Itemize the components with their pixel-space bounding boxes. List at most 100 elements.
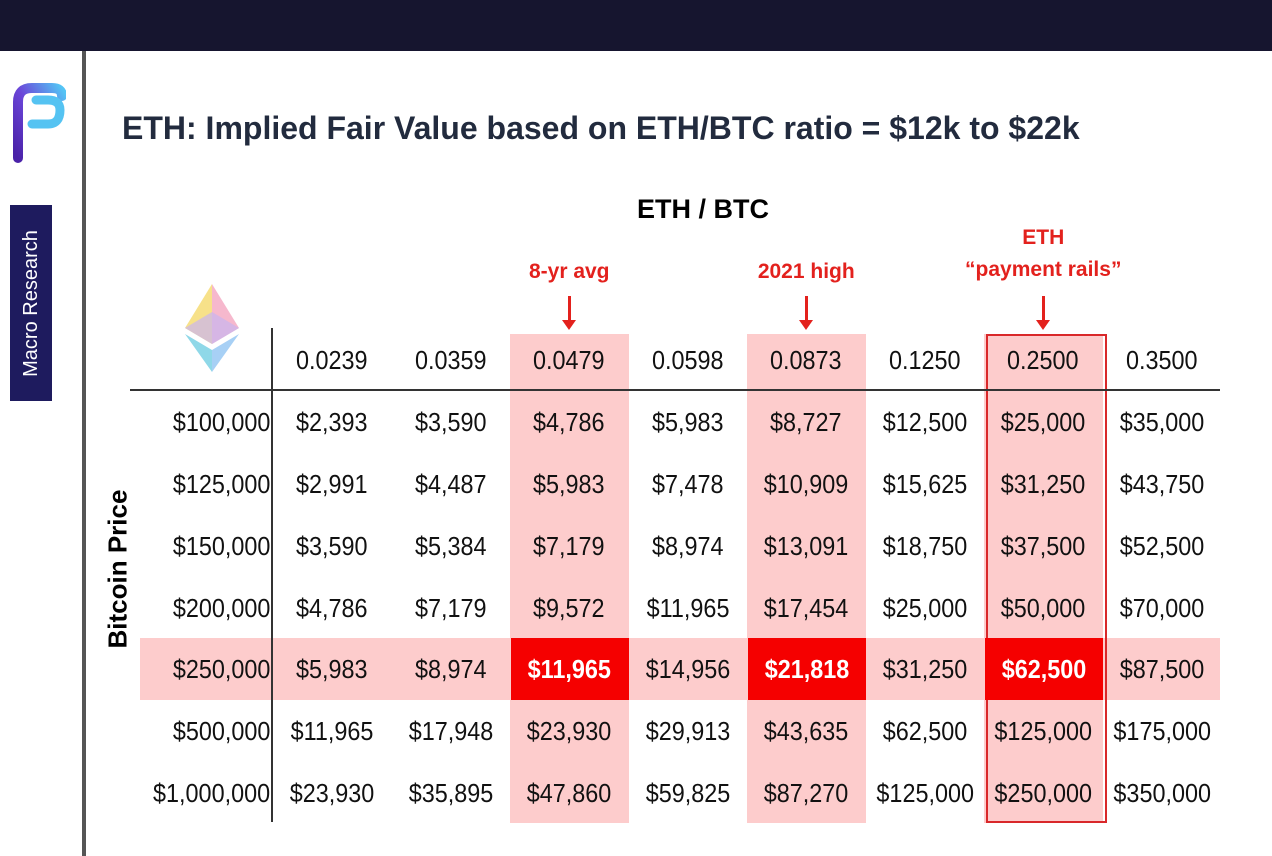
table-cell: $23,930 [273, 762, 392, 824]
row-axis-title: Bitcoin Price [102, 489, 133, 649]
column-header-label: 0.1250 [888, 345, 961, 375]
table-cell: $43,750 [1103, 453, 1222, 515]
table-cell: $35,895 [392, 762, 511, 824]
cell-value: $35,895 [408, 778, 494, 808]
table-cell: $2,393 [273, 391, 392, 453]
cell-value: $4,487 [414, 469, 487, 499]
cell-value: $350,000 [1112, 778, 1211, 808]
table-cell: $50,000 [984, 577, 1103, 639]
top-bar [0, 0, 1272, 51]
cell-value: $47,860 [526, 778, 612, 808]
down-arrow-icon [561, 296, 576, 330]
cell-value: $8,727 [770, 407, 843, 437]
table-cell: $29,913 [629, 700, 748, 762]
table-cell: $3,590 [392, 391, 511, 453]
cell-value: $7,179 [414, 593, 487, 623]
page-title: ETH: Implied Fair Value based on ETH/BTC… [122, 110, 1080, 146]
table-cell: $7,179 [510, 515, 629, 577]
annotation-label: ETH “payment rails” [923, 222, 1163, 286]
cell-value: $4,786 [296, 593, 369, 623]
cell-value: $17,948 [408, 716, 494, 746]
table-cell: $2,991 [273, 453, 392, 515]
cell-value: $70,000 [1119, 593, 1205, 623]
table-cell: $4,487 [392, 453, 511, 515]
table-cell: $11,965 [629, 577, 748, 639]
table-cell: $87,270 [747, 762, 866, 824]
row-label: $100,000 [130, 391, 270, 453]
highlight-column [747, 334, 866, 823]
cell-value: $43,750 [1119, 469, 1205, 499]
annotation-text: 2021 high [757, 260, 855, 283]
cell-value: $11,965 [528, 654, 612, 684]
column-header: 0.1250 [866, 329, 985, 391]
table-cell: $52,500 [1103, 515, 1222, 577]
cell-value: $35,000 [1119, 407, 1205, 437]
cell-value: $11,965 [290, 716, 374, 746]
table-cell: $4,786 [273, 577, 392, 639]
cell-value: $2,393 [296, 407, 369, 437]
table-cell: $25,000 [866, 577, 985, 639]
table-cell: $125,000 [866, 762, 985, 824]
cell-value: $3,590 [414, 407, 487, 437]
highlighted-cell: $11,965 [511, 638, 629, 700]
annotation-label: 2021 high [686, 256, 926, 288]
down-arrow-icon [798, 296, 813, 330]
cell-value: $23,930 [526, 716, 612, 746]
cell-value: $125,000 [994, 716, 1093, 746]
btc-price: $500,000 [172, 716, 270, 746]
column-header: 0.0239 [273, 329, 392, 391]
cell-value: $5,384 [414, 531, 487, 561]
column-header-label: 0.0359 [414, 345, 487, 375]
table-cell: $70,000 [1103, 577, 1222, 639]
cell-value: $87,270 [763, 778, 849, 808]
down-arrow-icon [1035, 296, 1050, 330]
table-cell: $7,179 [392, 577, 511, 639]
cell-value: $50,000 [1000, 593, 1086, 623]
table-cell: $9,572 [510, 577, 629, 639]
column-header-label: 0.3500 [1125, 345, 1198, 375]
table-cell: $4,786 [510, 391, 629, 453]
cell-value: $52,500 [1119, 531, 1205, 561]
btc-price: $125,000 [172, 469, 270, 499]
cell-value: $29,913 [645, 716, 731, 746]
table-cell: $250,000 [984, 762, 1103, 824]
badge-label: Macro Research [19, 229, 42, 377]
row-label: $150,000 [130, 515, 270, 577]
cell-value: $13,091 [763, 531, 849, 561]
cell-value: $14,956 [645, 654, 731, 684]
btc-price: $150,000 [172, 531, 270, 561]
row-label-separator [271, 328, 273, 822]
table-cell: $25,000 [984, 391, 1103, 453]
cell-value: $8,974 [651, 531, 724, 561]
table-cell: $31,250 [866, 638, 985, 700]
table-cell: $125,000 [984, 700, 1103, 762]
highlight-column [984, 334, 1103, 823]
annotation-text: 8-yr avg [528, 260, 610, 283]
row-label: $250,000 [130, 638, 270, 700]
highlight-column-border [986, 334, 1107, 823]
cell-value: $5,983 [651, 407, 724, 437]
brand-logo-icon [13, 83, 66, 163]
table-cell: $7,478 [629, 453, 748, 515]
table-cell: $15,625 [866, 453, 985, 515]
table-cell: $47,860 [510, 762, 629, 824]
btc-price: $1,000,000 [152, 778, 270, 808]
column-header: 0.0359 [392, 329, 511, 391]
table-cell: $11,965 [273, 700, 392, 762]
column-header-label: 0.0239 [296, 345, 369, 375]
row-label: $500,000 [130, 700, 270, 762]
column-header-label: 0.0873 [770, 345, 843, 375]
cell-value: $11,965 [646, 593, 730, 623]
table-cell: $59,825 [629, 762, 748, 824]
column-header: 0.0598 [629, 329, 748, 391]
cell-value: $25,000 [1000, 407, 1086, 437]
cell-value: $250,000 [994, 778, 1093, 808]
row-label: $125,000 [130, 453, 270, 515]
cell-value: $59,825 [645, 778, 731, 808]
table-cell: $5,983 [629, 391, 748, 453]
table-cell: $17,454 [747, 577, 866, 639]
table-cell: $5,983 [510, 453, 629, 515]
table-cell: $18,750 [866, 515, 985, 577]
table-cell: $8,974 [629, 515, 748, 577]
table-cell: $14,956 [629, 638, 748, 700]
